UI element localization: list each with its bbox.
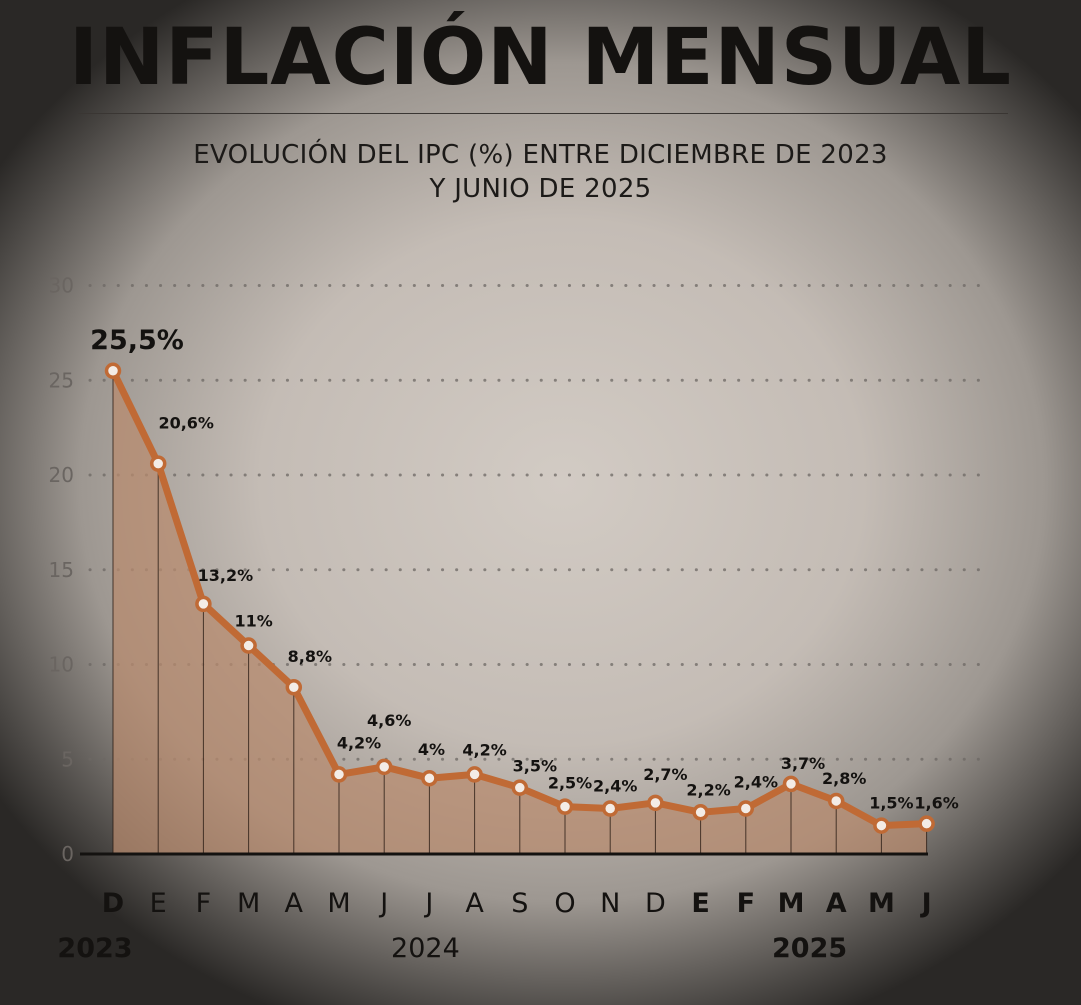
data-point	[421, 769, 438, 787]
data-point	[104, 362, 122, 380]
data-point	[601, 800, 619, 817]
data-label: 4%	[418, 740, 445, 759]
subtitle-line-2: Y JUNIO DE 2025	[429, 174, 652, 204]
grid-layer	[88, 284, 987, 761]
data-point	[195, 595, 212, 613]
x-tick-label: M	[778, 888, 805, 919]
data-point	[285, 678, 303, 696]
year-labels: 2023 2024 2025	[57, 933, 847, 964]
data-point	[511, 779, 529, 796]
x-tick-label: J	[378, 888, 388, 919]
drop-lines	[112, 376, 928, 854]
x-tick-label: D	[102, 888, 124, 919]
data-labels: 25,5% 20,6% 13,2% 11% 8,8% 4,2% 4,6% 4% 4,2% 3,5%…	[90, 325, 959, 813]
title-divider	[78, 113, 1008, 114]
data-point	[240, 637, 257, 654]
data-point	[375, 758, 393, 776]
x-tick-label: F	[196, 888, 212, 919]
data-label: 3,7%	[781, 754, 825, 773]
x-tick-label: M	[868, 888, 895, 919]
data-label: 4,2%	[337, 733, 381, 752]
y-tick-label: 10	[49, 653, 74, 677]
data-label: 11%	[234, 612, 272, 631]
year-label: 2025	[772, 933, 847, 964]
page-title: INFLACIÓN MENSUAL	[68, 13, 1013, 103]
data-point	[149, 455, 167, 472]
data-point	[918, 815, 935, 832]
x-tick-label: O	[554, 888, 575, 919]
data-label: 2,4%	[593, 777, 637, 796]
data-label: 1,6%	[914, 794, 958, 813]
data-label: 13,2%	[198, 566, 254, 585]
x-tick-label: S	[511, 888, 528, 919]
y-tick-label: 25	[49, 368, 74, 392]
data-point	[647, 794, 664, 812]
year-label: 2023	[57, 933, 132, 964]
x-tick-label: E	[691, 888, 709, 919]
subtitle-line-1: EVOLUCIÓN DEL IPC (%) ENTRE DICIEMBRE DE…	[193, 140, 888, 170]
data-label: 2,2%	[686, 780, 730, 799]
y-tick-label: 5	[61, 747, 74, 771]
data-label: 4,2%	[462, 740, 506, 759]
x-tick-label: M	[327, 888, 350, 919]
data-point	[556, 798, 574, 815]
data-points	[104, 362, 935, 834]
x-tick-label: M	[237, 888, 260, 919]
data-label: 2,8%	[822, 769, 866, 788]
y-tick-label: 15	[49, 558, 74, 582]
x-tick-label: J	[920, 888, 932, 919]
x-tick-label: A	[826, 888, 847, 919]
data-point	[466, 766, 483, 783]
y-tick-label: 0	[61, 842, 74, 866]
x-tick-label: A	[285, 888, 304, 919]
data-label: 2,4%	[734, 773, 778, 792]
x-tick-label: N	[600, 888, 620, 919]
data-label: 1,5%	[869, 794, 913, 813]
x-tick-label: D	[645, 888, 666, 919]
y-tick-label: 30	[49, 274, 74, 298]
data-label: 25,5%	[90, 325, 184, 356]
data-point	[827, 792, 845, 810]
year-label: 2024	[391, 933, 460, 964]
x-tick-label: E	[150, 888, 167, 919]
data-label: 20,6%	[158, 414, 214, 433]
x-tick-label: J	[423, 888, 433, 919]
data-label: 4,6%	[367, 711, 411, 730]
y-tick-labels: 0 5 10 15 20 25 30	[49, 274, 74, 867]
data-label: 2,5%	[548, 774, 592, 793]
data-point	[873, 817, 890, 834]
data-point	[692, 804, 709, 821]
x-tick-label: F	[737, 888, 755, 919]
data-label: 8,8%	[288, 647, 332, 666]
data-label: 3,5%	[513, 757, 557, 776]
y-tick-label: 20	[49, 463, 74, 487]
data-point	[782, 775, 800, 793]
data-point	[737, 800, 755, 817]
data-point	[330, 766, 348, 783]
data-label: 2,7%	[643, 765, 687, 784]
x-tick-label: A	[465, 888, 484, 919]
